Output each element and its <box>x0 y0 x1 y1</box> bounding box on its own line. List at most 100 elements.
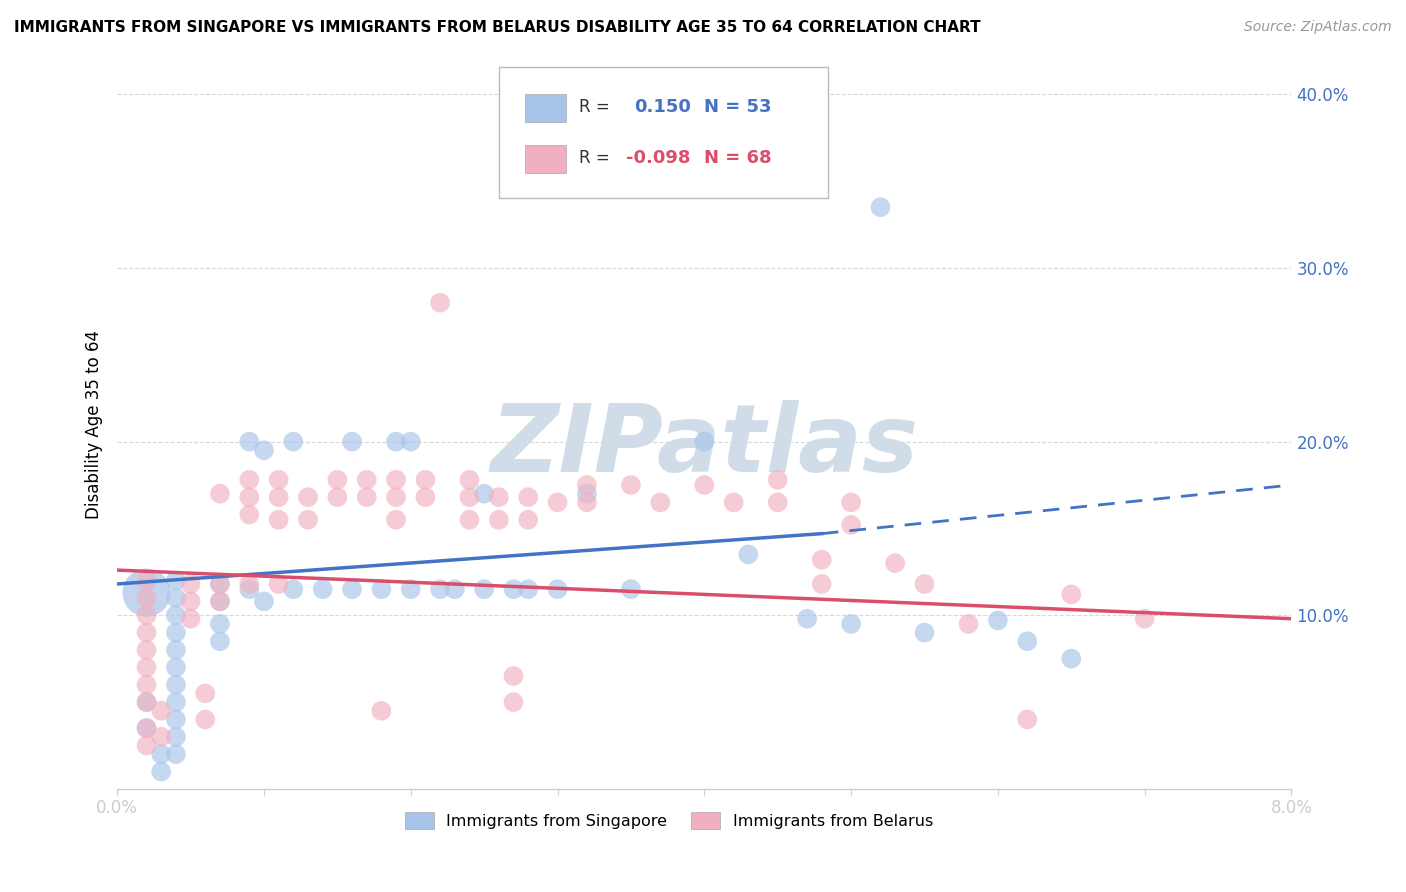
Point <box>443 582 465 597</box>
Text: N = 68: N = 68 <box>704 149 772 167</box>
Point <box>385 490 408 504</box>
Point <box>1133 612 1156 626</box>
Text: -0.098: -0.098 <box>626 149 690 167</box>
Point <box>135 625 157 640</box>
Point <box>326 473 349 487</box>
Point <box>472 582 495 597</box>
Point <box>165 678 187 692</box>
Point <box>399 582 422 597</box>
Point <box>283 434 305 449</box>
Bar <box>524 145 565 173</box>
Point <box>165 660 187 674</box>
Point <box>150 747 173 761</box>
Point <box>135 695 157 709</box>
Point <box>194 713 217 727</box>
Point <box>693 434 716 449</box>
Point <box>737 548 759 562</box>
Point <box>415 473 437 487</box>
Point <box>238 508 260 522</box>
Point <box>267 473 290 487</box>
Point <box>180 577 202 591</box>
Point <box>180 612 202 626</box>
Point <box>238 473 260 487</box>
Point <box>766 473 789 487</box>
Text: ZIPatlas: ZIPatlas <box>491 401 918 492</box>
Point <box>458 513 481 527</box>
Point <box>693 478 716 492</box>
Point <box>458 490 481 504</box>
Point <box>135 574 157 588</box>
Point <box>312 582 335 597</box>
Point <box>356 490 378 504</box>
Point <box>165 730 187 744</box>
Point <box>1017 713 1039 727</box>
Point <box>165 591 187 605</box>
Point <box>135 643 157 657</box>
Point <box>208 486 231 500</box>
Point <box>517 490 540 504</box>
Point <box>488 513 510 527</box>
Point <box>839 616 862 631</box>
Text: N = 53: N = 53 <box>704 98 772 116</box>
Point <box>135 695 157 709</box>
Point <box>135 591 157 605</box>
Point <box>810 577 832 591</box>
Point <box>150 764 173 779</box>
Point <box>385 513 408 527</box>
Point <box>297 490 319 504</box>
Point <box>957 616 980 631</box>
Point <box>165 747 187 761</box>
Text: 0.150: 0.150 <box>634 98 690 116</box>
Point <box>429 582 451 597</box>
Point <box>839 518 862 533</box>
Point <box>165 643 187 657</box>
Point <box>238 582 260 597</box>
Text: IMMIGRANTS FROM SINGAPORE VS IMMIGRANTS FROM BELARUS DISABILITY AGE 35 TO 64 COR: IMMIGRANTS FROM SINGAPORE VS IMMIGRANTS … <box>14 20 981 35</box>
Point <box>165 574 187 588</box>
Point <box>208 577 231 591</box>
Point <box>723 495 745 509</box>
Point <box>385 434 408 449</box>
Point <box>326 490 349 504</box>
Point <box>488 490 510 504</box>
Point <box>150 730 173 744</box>
Point <box>356 473 378 487</box>
Point <box>208 577 231 591</box>
Point <box>575 495 598 509</box>
Point <box>135 608 157 623</box>
Point <box>1060 587 1083 601</box>
Point <box>180 594 202 608</box>
Point <box>620 478 643 492</box>
Point <box>914 577 936 591</box>
Point <box>340 434 363 449</box>
Point <box>238 434 260 449</box>
Point <box>283 582 305 597</box>
Point <box>547 495 569 509</box>
Point <box>869 200 891 214</box>
Point <box>1060 651 1083 665</box>
Point <box>238 490 260 504</box>
Point <box>517 513 540 527</box>
Point <box>208 594 231 608</box>
Point <box>135 721 157 735</box>
Point <box>135 660 157 674</box>
Point <box>267 577 290 591</box>
Point <box>297 513 319 527</box>
Point <box>150 704 173 718</box>
Point <box>472 486 495 500</box>
Y-axis label: Disability Age 35 to 64: Disability Age 35 to 64 <box>86 330 103 519</box>
Point <box>620 582 643 597</box>
Point <box>370 704 392 718</box>
Point <box>208 616 231 631</box>
Point <box>415 490 437 504</box>
Legend: Immigrants from Singapore, Immigrants from Belarus: Immigrants from Singapore, Immigrants fr… <box>398 805 939 836</box>
Point <box>370 582 392 597</box>
Point <box>165 608 187 623</box>
Point <box>987 614 1010 628</box>
Point <box>502 695 524 709</box>
Point <box>267 490 290 504</box>
Point <box>839 495 862 509</box>
Point <box>208 594 231 608</box>
Point <box>135 585 157 599</box>
Point <box>340 582 363 597</box>
